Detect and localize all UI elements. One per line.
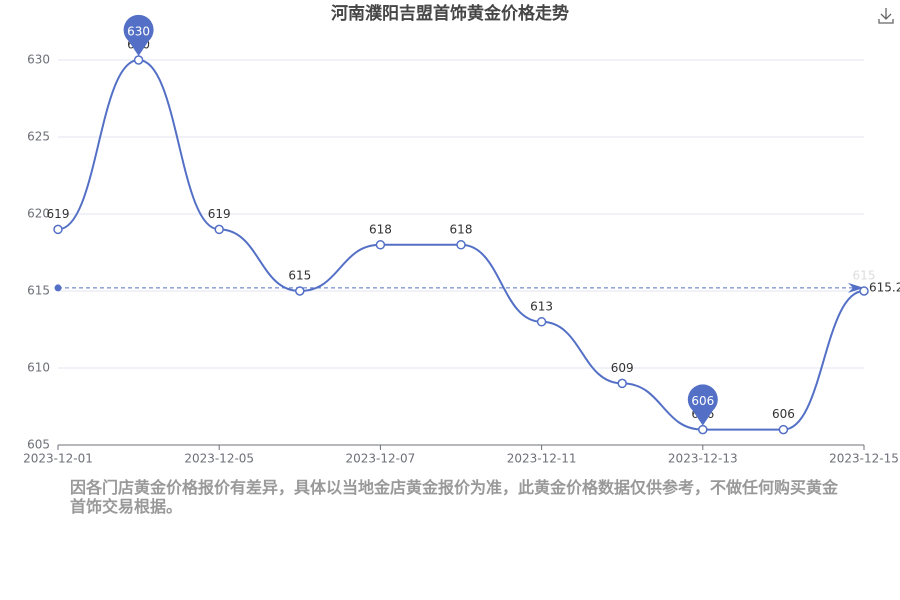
x-tick-label: 2023-12-07 (346, 452, 416, 466)
average-label: 615.2 (869, 280, 900, 294)
mark-pin (687, 384, 718, 426)
point (375, 240, 386, 250)
data-label: 618 (369, 222, 392, 236)
point (133, 55, 144, 65)
point (536, 317, 547, 327)
point (214, 224, 224, 235)
data-label: 619 (47, 207, 70, 221)
x-tick-label: 2023-12-11 (507, 452, 577, 466)
line (57, 58, 865, 431)
download-icon[interactable] (878, 8, 894, 24)
y-tick-label: 605 (27, 438, 50, 452)
y-tick-label: 625 (27, 130, 50, 144)
data-label: 606 (772, 407, 795, 421)
mark-pin (123, 14, 154, 57)
x-tick-label: 2023-12-01 (23, 452, 93, 466)
x-tick-label: 2023-12-15 (829, 452, 899, 466)
average-start (54, 284, 62, 292)
mark-pin-label: 630 (127, 25, 150, 39)
average-arrow (848, 282, 864, 293)
point (698, 424, 708, 435)
point (859, 286, 869, 296)
x-tick-label: 2023-12-05 (184, 452, 254, 466)
y-tick-label: 610 (27, 361, 50, 375)
data-label: 615 (288, 269, 311, 283)
data-label: 613 (530, 299, 553, 313)
footnote: 因各门店黄金价格报价有差异，具体以当地金店黄金报价为准，此黄金价格数据仅供参考，… (70, 478, 839, 516)
data-label: 618 (450, 222, 473, 236)
data-label: 615 (853, 269, 876, 283)
point (456, 240, 466, 250)
point (617, 378, 627, 389)
chart-title: 河南濮阳吉盟首饰黄金价格走势 (331, 3, 569, 24)
y-tick-label: 620 (27, 207, 50, 221)
x-tick-label: 2023-12-13 (668, 452, 738, 466)
point (53, 224, 63, 235)
y-tick-label: 615 (27, 284, 50, 298)
data-label: 619 (208, 207, 231, 221)
mark-pin-label: 606 (691, 394, 714, 408)
point (778, 424, 789, 435)
point (295, 286, 305, 296)
data-label: 609 (611, 361, 634, 375)
y-tick-label: 630 (27, 53, 50, 67)
